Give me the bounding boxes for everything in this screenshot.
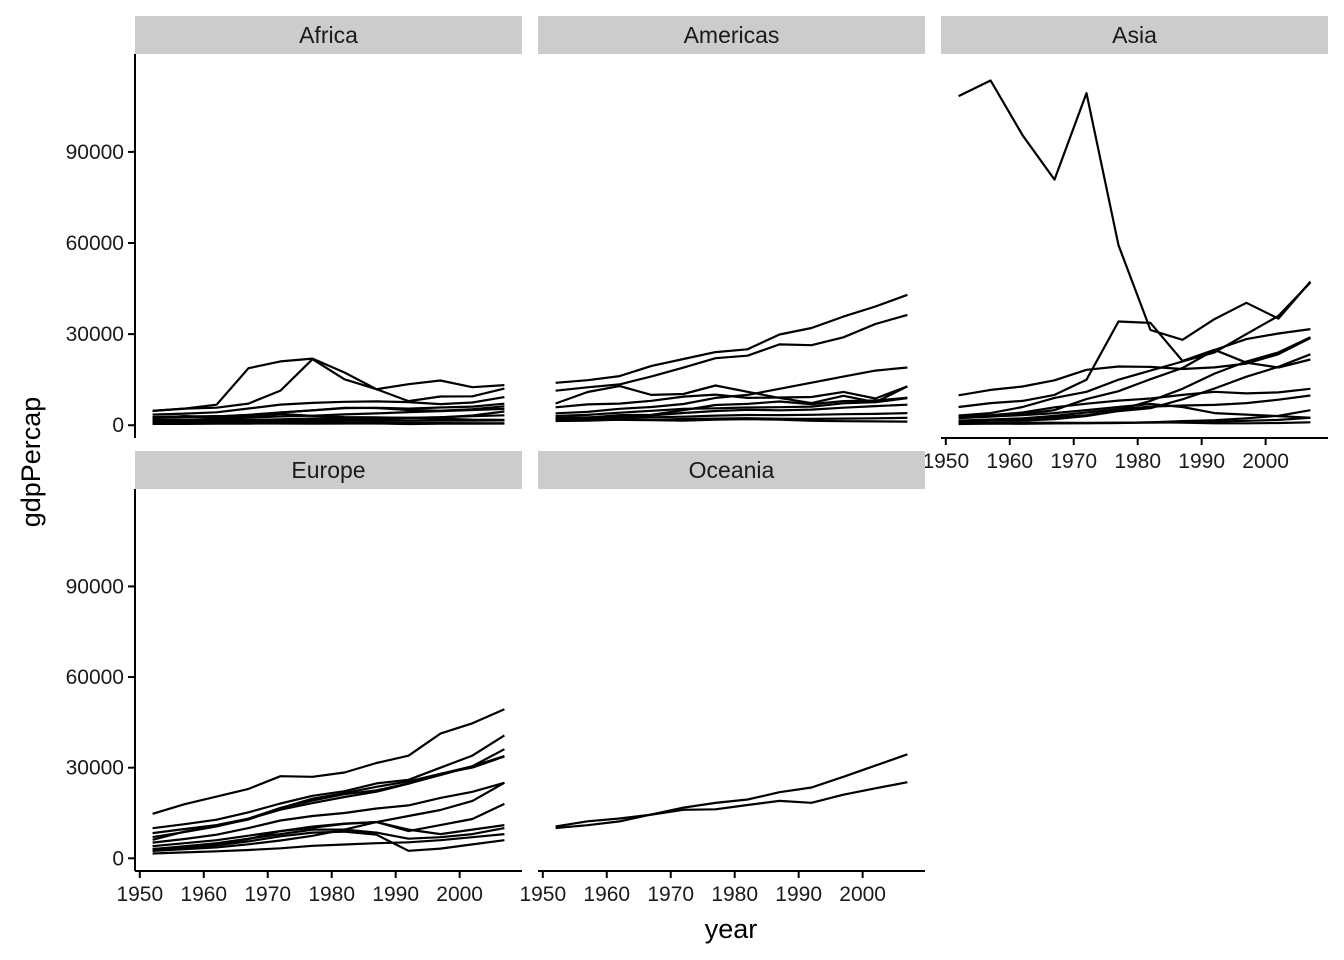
facet-strip-label: Oceania xyxy=(689,457,775,483)
series-line xyxy=(152,781,505,844)
series-line xyxy=(555,753,908,830)
facet-panel-europe: Europe 0 30000 60000 90000 1950 1960 1970 1980 19… xyxy=(66,451,522,906)
y-tick-label: 30000 xyxy=(66,323,124,346)
series-line xyxy=(152,412,505,422)
x-tick-label: 1950 xyxy=(519,883,566,906)
y-tick-label: 60000 xyxy=(66,232,124,255)
series-line xyxy=(555,384,908,405)
series-line xyxy=(152,414,505,422)
facet-panels: Africa 0 30000 60000 90000 Americas Asia 1950 19… xyxy=(66,16,1328,906)
series-line xyxy=(555,397,908,418)
x-tick-label: 1950 xyxy=(116,883,163,906)
x-tick-label: 1980 xyxy=(1114,450,1161,473)
y-tick-label: 90000 xyxy=(66,141,124,164)
x-tick-label: 1990 xyxy=(1178,450,1225,473)
x-axis-title: year xyxy=(705,914,758,944)
series-line xyxy=(152,734,505,830)
series-line xyxy=(958,353,1311,424)
x-tick-label: 1960 xyxy=(583,883,630,906)
y-tick-label: 0 xyxy=(112,847,124,870)
series-line xyxy=(152,833,505,855)
series-line xyxy=(152,820,505,848)
facet-panel-americas: Americas xyxy=(538,16,925,423)
series-line xyxy=(958,320,1311,409)
x-tick-label: 1990 xyxy=(372,883,419,906)
y-tick-label: 90000 xyxy=(66,575,124,598)
facet-strip xyxy=(135,451,522,489)
x-tick-label: 1970 xyxy=(647,883,694,906)
facet-panel-oceania: Oceania 1950 1960 1970 1980 1990 2000 xyxy=(519,451,925,906)
y-tick-label: 60000 xyxy=(66,666,124,689)
y-axis-title: gdpPercap xyxy=(16,397,46,528)
series-line xyxy=(152,407,505,422)
series-line xyxy=(958,421,1311,425)
series-line xyxy=(555,313,908,392)
y-tick-label: 30000 xyxy=(66,757,124,780)
series-line xyxy=(152,830,505,852)
facet-strip-label: Africa xyxy=(299,22,358,48)
series-line xyxy=(152,827,505,851)
x-tick-label: 1970 xyxy=(244,883,291,906)
series-line xyxy=(555,418,908,423)
x-tick-label: 1950 xyxy=(922,450,969,473)
x-tick-label: 1980 xyxy=(308,883,355,906)
facet-strip xyxy=(538,451,925,489)
x-tick-label: 1980 xyxy=(711,883,758,906)
facet-panel-asia: Asia 1950 1960 1970 1980 1990 2000 xyxy=(922,16,1328,473)
series-line xyxy=(958,337,1311,397)
facet-strip xyxy=(538,16,925,54)
facet-strip-label: Americas xyxy=(684,22,780,48)
facet-strip-label: Asia xyxy=(1112,22,1157,48)
x-tick-label: 2000 xyxy=(1242,450,1289,473)
series-line xyxy=(555,366,908,415)
series-line xyxy=(958,281,1312,417)
series-line xyxy=(555,412,908,420)
series-line xyxy=(555,293,908,384)
series-line xyxy=(555,396,908,420)
series-line xyxy=(958,79,1312,341)
x-tick-label: 2000 xyxy=(436,883,483,906)
facet-panel-africa: Africa 0 30000 60000 90000 xyxy=(66,16,522,438)
x-tick-label: 1970 xyxy=(1050,450,1097,473)
series-line xyxy=(152,358,505,412)
facet-strip xyxy=(135,16,522,54)
x-tick-label: 2000 xyxy=(839,883,886,906)
y-tick-label: 0 xyxy=(112,414,124,437)
series-line xyxy=(152,755,505,841)
series-line xyxy=(152,396,505,416)
x-tick-label: 1960 xyxy=(986,450,1033,473)
series-line xyxy=(958,394,1311,423)
facet-strip xyxy=(941,16,1328,54)
series-line xyxy=(152,420,505,425)
x-tick-label: 1990 xyxy=(775,883,822,906)
series-line xyxy=(958,402,1311,419)
series-line xyxy=(152,708,505,815)
x-tick-label: 1960 xyxy=(180,883,227,906)
series-line xyxy=(958,387,1311,418)
series-line xyxy=(152,357,505,412)
facet-strip-label: Europe xyxy=(291,457,365,483)
series-line xyxy=(555,781,908,828)
